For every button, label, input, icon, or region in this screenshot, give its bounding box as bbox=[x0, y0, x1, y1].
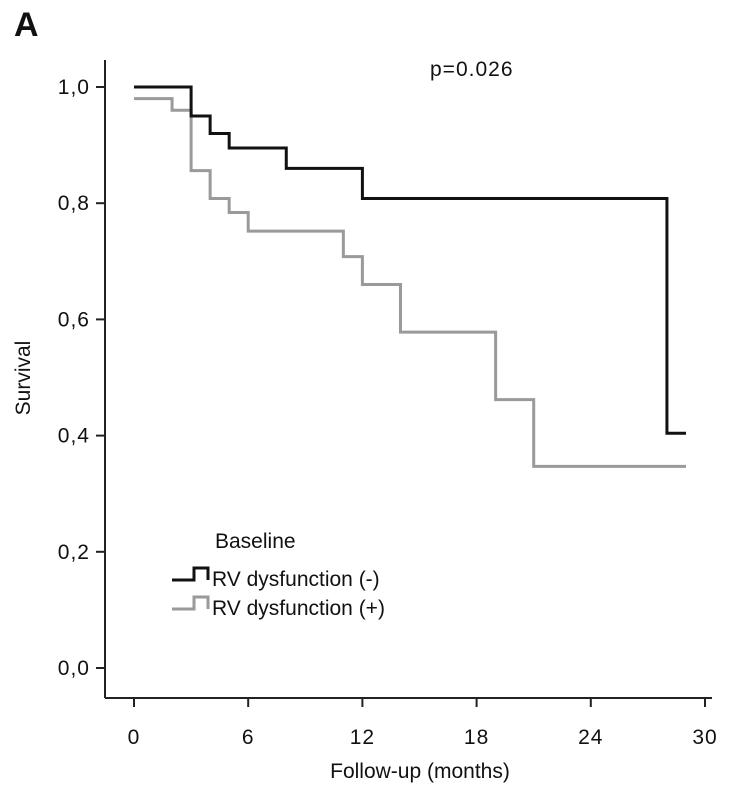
x-tick-label: 30 bbox=[692, 726, 717, 749]
axes: 0,0 0,2 0,4 0,6 0,8 1,0 0 6 12 18 24 30 bbox=[58, 60, 717, 749]
legend-swatch bbox=[172, 595, 210, 611]
x-tick-label: 6 bbox=[242, 726, 255, 749]
y-tick-label: 0,4 bbox=[58, 425, 90, 448]
legend-title: Baseline bbox=[215, 530, 296, 553]
y-tick-label: 0,6 bbox=[58, 308, 90, 331]
x-tick-label: 24 bbox=[578, 726, 603, 749]
y-tick-label: 1,0 bbox=[58, 76, 90, 99]
legend-entry-label: RV dysfunction (+) bbox=[212, 597, 385, 620]
y-axis-title: Survival bbox=[12, 341, 35, 416]
legend-swatch bbox=[172, 566, 210, 582]
series-line-rv-negative bbox=[134, 85, 686, 435]
y-tick-label: 0,0 bbox=[58, 657, 90, 680]
panel-label: A bbox=[14, 6, 39, 44]
x-tick-label: 0 bbox=[128, 726, 141, 749]
x-axis-title: Follow-up (months) bbox=[330, 760, 510, 783]
series-layer bbox=[134, 85, 686, 468]
legend-entry-label: RV dysfunction (-) bbox=[212, 568, 380, 591]
p-value-annotation: p=0.026 bbox=[430, 58, 514, 81]
series-line-rv-positive bbox=[134, 97, 686, 468]
x-tick-label: 18 bbox=[464, 726, 489, 749]
legend: Baseline RV dysfunction (-) RV dysfunctio… bbox=[172, 530, 385, 620]
x-tick-label: 12 bbox=[350, 726, 375, 749]
y-tick-label: 0,8 bbox=[58, 192, 90, 215]
y-tick-label: 0,2 bbox=[58, 541, 90, 564]
